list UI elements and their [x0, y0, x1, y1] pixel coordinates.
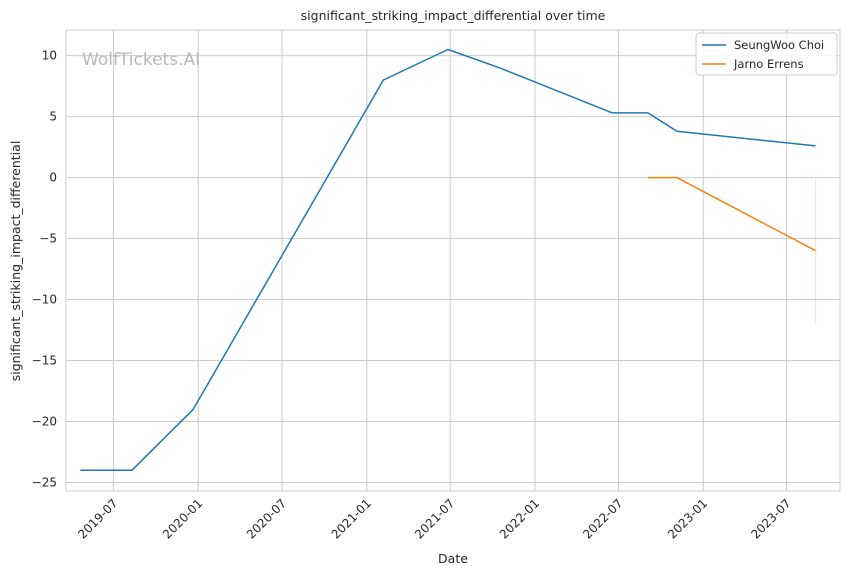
y-tick-label: −10 [32, 293, 57, 307]
chart-title: significant_striking_impact_differential… [301, 8, 606, 23]
grid-lines [66, 30, 840, 491]
x-tick-label: 2022-01 [497, 496, 542, 541]
x-tick-label: 2023-01 [665, 496, 710, 541]
x-tick-label: 2019-07 [75, 496, 120, 541]
x-tick-label: 2023-07 [748, 496, 793, 541]
y-tick-labels: 10 5 0 −5 −10 −15 −20 −25 [32, 49, 57, 490]
y-axis-label: significant_striking_impact_differential [8, 141, 23, 382]
x-tick-label: 2021-01 [329, 496, 374, 541]
legend-box [695, 32, 838, 76]
y-tick-label: −5 [39, 232, 57, 246]
y-tick-label: −15 [32, 354, 57, 368]
plot-frame [65, 29, 841, 492]
y-tick-label: −25 [32, 475, 57, 489]
x-axis-label: Date [438, 551, 468, 566]
x-tick-label: 2022-07 [580, 496, 625, 541]
x-tick-label: 2020-01 [160, 496, 205, 541]
y-tick-label: 5 [49, 110, 57, 124]
series-lines [80, 48, 816, 472]
x-tick-labels: 2019-07 2020-01 2020-07 2021-01 2021-07 2022-… [75, 496, 793, 541]
series-line-2 [647, 176, 816, 252]
y-tick-label: −20 [32, 414, 57, 428]
y-tick-label: 0 [49, 171, 57, 185]
x-tick-label: 2021-07 [412, 496, 457, 541]
legend-label: Jarno Errens [733, 57, 804, 71]
legend-label: SeungWoo Choi [734, 38, 824, 52]
x-tick-label: 2020-07 [244, 496, 289, 541]
y-tick-label: 10 [42, 49, 57, 63]
legend: SeungWoo Choi Jarno Errens [695, 32, 838, 76]
series-line-1 [80, 48, 816, 472]
watermark: WolfTickets.AI [82, 50, 200, 70]
